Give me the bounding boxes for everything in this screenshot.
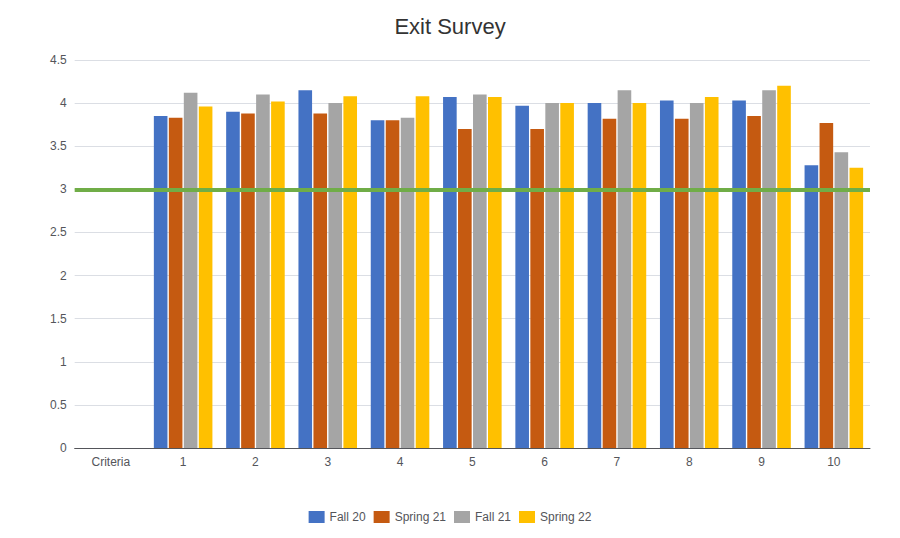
svg-text:2: 2 xyxy=(252,455,259,469)
svg-text:1: 1 xyxy=(180,455,187,469)
svg-text:Spring 21: Spring 21 xyxy=(395,510,447,524)
svg-text:4: 4 xyxy=(60,96,67,110)
svg-text:9: 9 xyxy=(758,455,765,469)
svg-text:Fall 21: Fall 21 xyxy=(475,510,511,524)
svg-text:2: 2 xyxy=(60,269,67,283)
svg-text:3.5: 3.5 xyxy=(50,139,67,153)
svg-text:4.5: 4.5 xyxy=(50,53,67,67)
svg-text:3: 3 xyxy=(60,182,67,196)
svg-text:3: 3 xyxy=(324,455,331,469)
svg-text:Fall 20: Fall 20 xyxy=(330,510,366,524)
svg-text:6: 6 xyxy=(541,455,548,469)
svg-text:7: 7 xyxy=(614,455,621,469)
svg-text:5: 5 xyxy=(469,455,476,469)
svg-text:8: 8 xyxy=(686,455,693,469)
svg-text:Exit Survey: Exit Survey xyxy=(394,14,505,39)
svg-text:4: 4 xyxy=(397,455,404,469)
svg-text:Spring 22: Spring 22 xyxy=(540,510,592,524)
svg-text:1.5: 1.5 xyxy=(50,312,67,326)
svg-text:2.5: 2.5 xyxy=(50,225,67,239)
svg-text:1: 1 xyxy=(60,355,67,369)
svg-text:Criteria: Criteria xyxy=(91,455,130,469)
svg-text:0: 0 xyxy=(60,441,67,455)
svg-text:10: 10 xyxy=(827,455,841,469)
svg-text:0.5: 0.5 xyxy=(50,398,67,412)
